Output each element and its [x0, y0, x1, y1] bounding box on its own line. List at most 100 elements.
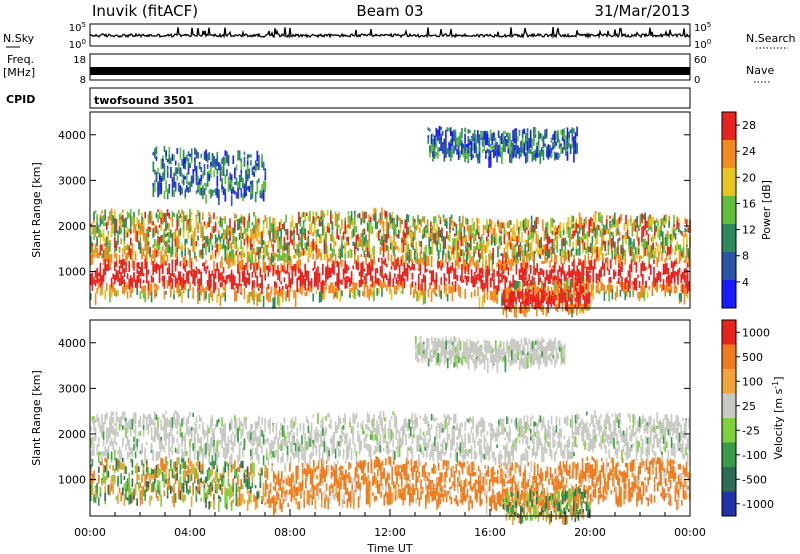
data-cell	[570, 215, 573, 225]
data-cell	[214, 243, 217, 249]
data-cell	[267, 283, 270, 289]
data-cell	[154, 472, 156, 479]
data-cell	[317, 215, 319, 219]
data-cell	[192, 237, 194, 249]
data-cell	[523, 256, 526, 267]
data-cell	[598, 273, 601, 283]
data-cell	[287, 475, 289, 487]
data-cell	[106, 462, 108, 472]
data-cell	[503, 247, 506, 258]
data-cell	[550, 286, 553, 291]
data-cell	[628, 241, 630, 252]
data-cell	[269, 482, 272, 495]
data-cell	[166, 495, 169, 499]
data-cell	[558, 295, 561, 303]
data-cell	[516, 281, 519, 288]
data-cell	[374, 212, 377, 222]
data-cell	[571, 294, 573, 306]
data-cell	[104, 457, 106, 462]
data-cell	[133, 214, 135, 225]
data-cell	[206, 489, 209, 500]
data-cell	[170, 229, 172, 238]
data-cell	[211, 270, 214, 276]
data-cell	[531, 297, 533, 307]
data-cell	[292, 493, 294, 499]
data-cell	[401, 238, 403, 246]
data-cell	[90, 464, 92, 468]
data-cell	[275, 227, 278, 232]
data-cell	[346, 224, 348, 234]
data-cell	[521, 282, 524, 290]
data-cell	[686, 283, 689, 294]
data-cell	[237, 181, 239, 189]
data-cell	[576, 144, 578, 150]
data-cell	[606, 284, 609, 291]
data-cell	[333, 249, 335, 257]
data-cell	[577, 236, 579, 246]
data-cell	[524, 218, 526, 224]
data-cell	[96, 273, 98, 280]
data-cell	[115, 244, 118, 249]
data-cell	[299, 228, 302, 234]
data-cell	[371, 260, 374, 270]
data-cell	[547, 152, 550, 160]
data-cell	[527, 219, 530, 224]
data-cell	[301, 212, 303, 219]
data-cell	[272, 251, 274, 257]
data-cell	[470, 239, 472, 250]
data-cell	[545, 135, 548, 139]
data-cell	[202, 171, 204, 179]
data-cell	[366, 222, 369, 232]
data-cell	[580, 240, 582, 244]
data-cell	[682, 272, 684, 278]
data-cell	[560, 147, 562, 154]
data-cell	[579, 287, 581, 295]
data-cell	[99, 245, 102, 256]
data-cell	[150, 291, 153, 303]
data-cell	[251, 251, 254, 263]
data-cell	[602, 243, 605, 248]
data-cell	[390, 266, 393, 270]
data-cell	[234, 236, 236, 245]
data-cell	[152, 151, 155, 156]
data-cell	[445, 283, 447, 290]
data-cell	[309, 280, 311, 286]
data-cell	[644, 212, 646, 216]
data-cell	[450, 270, 452, 274]
data-cell	[627, 270, 630, 278]
data-cell	[205, 224, 207, 230]
data-cell	[125, 481, 127, 487]
data-cell	[469, 130, 471, 134]
data-cell	[662, 263, 665, 274]
data-cell	[282, 251, 284, 261]
data-cell	[205, 183, 207, 191]
data-cell	[675, 258, 678, 262]
data-cell	[381, 282, 383, 289]
data-cell	[162, 246, 164, 251]
data-cell	[602, 231, 605, 242]
data-cell	[206, 469, 209, 482]
data-cell	[405, 257, 407, 261]
data-cell	[381, 224, 383, 229]
data-cell	[149, 495, 151, 506]
data-cell	[331, 230, 334, 241]
data-cell	[507, 136, 510, 144]
data-cell	[467, 263, 470, 270]
data-cell	[438, 227, 440, 237]
data-cell	[528, 274, 530, 282]
data-cell	[208, 270, 210, 278]
data-cell	[234, 221, 236, 232]
data-cell	[564, 284, 567, 293]
data-cell	[518, 291, 521, 303]
data-cell	[434, 283, 436, 287]
data-cell	[573, 150, 575, 163]
data-cell	[609, 215, 611, 219]
data-cell	[267, 240, 270, 249]
data-cell	[518, 234, 520, 243]
data-cell	[676, 220, 678, 230]
data-cell	[443, 150, 446, 162]
data-cell	[139, 482, 142, 488]
data-cell	[291, 275, 294, 285]
data-cell	[106, 470, 108, 477]
data-cell	[163, 229, 166, 237]
